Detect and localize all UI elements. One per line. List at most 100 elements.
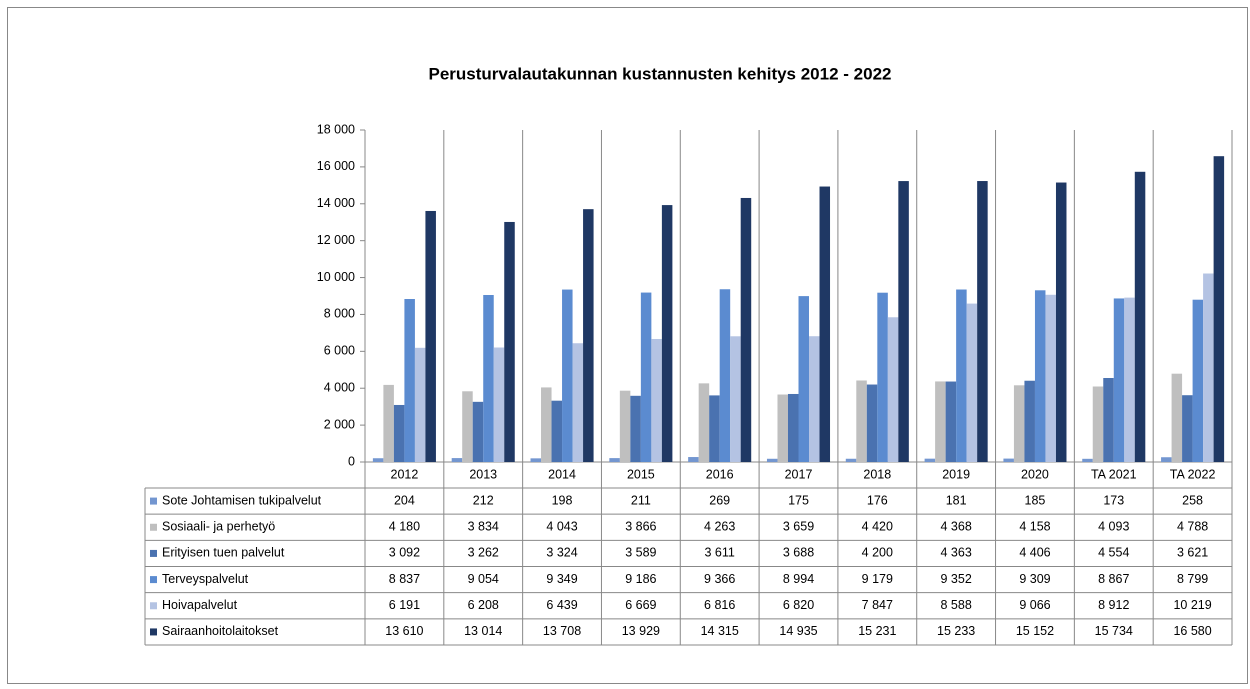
- legend-label: Sosiaali- ja perhetyö: [162, 520, 275, 534]
- bar: [572, 343, 584, 462]
- table-cell: 198: [552, 493, 573, 507]
- bar: [1161, 457, 1172, 462]
- table-cell: 15 231: [858, 624, 896, 638]
- bar: [483, 295, 494, 462]
- bar: [1113, 298, 1125, 462]
- table-cell: 13 610: [385, 624, 423, 638]
- bar: [462, 391, 473, 462]
- table-cell: 4 363: [940, 546, 971, 560]
- table-cell: 176: [867, 493, 888, 507]
- table-cell: 212: [473, 493, 494, 507]
- table-cell: 13 708: [543, 624, 581, 638]
- bar: [472, 401, 484, 462]
- x-tick-label: TA 2022: [1170, 467, 1216, 481]
- x-tick-label: 2014: [548, 467, 576, 481]
- legend-label: Sote Johtamisen tukipalvelut: [162, 493, 322, 507]
- table-cell: 8 867: [1098, 572, 1129, 586]
- x-tick-label: 2019: [942, 467, 970, 481]
- table-cell: 14 935: [779, 624, 817, 638]
- bar: [956, 289, 967, 462]
- table-cell: 13 014: [464, 624, 502, 638]
- legend-key: [150, 602, 157, 610]
- table-cell: 175: [788, 493, 809, 507]
- table-cell: 4 554: [1098, 546, 1129, 560]
- table-cell: 9 366: [704, 572, 735, 586]
- y-tick-label: 0: [348, 454, 355, 468]
- bar: [383, 384, 394, 462]
- bar: [1055, 182, 1067, 462]
- y-tick-label: 12 000: [317, 233, 355, 247]
- bar: [493, 347, 505, 462]
- bar: [1003, 458, 1014, 462]
- table-cell: 7 847: [862, 598, 893, 612]
- bar: [887, 317, 899, 462]
- bar: [719, 289, 731, 462]
- x-tick-label: 2015: [627, 467, 655, 481]
- y-tick-label: 16 000: [317, 159, 355, 173]
- legend-label: Erityisen tuen palvelut: [162, 546, 285, 560]
- bar: [1134, 171, 1146, 462]
- bar: [856, 380, 867, 462]
- bar: [1013, 385, 1025, 462]
- chart-title: Perusturvalautakunnan kustannusten kehit…: [429, 64, 892, 83]
- legend-key: [150, 576, 157, 584]
- table-cell: 14 315: [701, 624, 739, 638]
- table-cell: 8 799: [1177, 572, 1208, 586]
- table-cell: 4 368: [940, 520, 971, 534]
- table-cell: 4 788: [1177, 520, 1208, 534]
- x-tick-label: 2016: [706, 467, 734, 481]
- bar: [393, 404, 405, 462]
- table-cell: 3 866: [625, 520, 656, 534]
- legend-label: Hoivapalvelut: [162, 598, 238, 612]
- y-tick-label: 18 000: [317, 122, 355, 136]
- table-cell: 3 092: [389, 546, 420, 560]
- table-cell: 3 589: [625, 546, 656, 560]
- table-cell: 6 439: [546, 598, 577, 612]
- table-cell: 6 816: [704, 598, 735, 612]
- bar: [504, 221, 515, 462]
- table-cell: 4 180: [389, 520, 420, 534]
- table-cell: 181: [946, 493, 967, 507]
- legend-label: Sairaanhoitolaitokset: [162, 624, 279, 638]
- x-tick-label: 2013: [469, 467, 497, 481]
- table-cell: 6 208: [468, 598, 499, 612]
- bar: [451, 458, 463, 462]
- bar: [425, 210, 436, 462]
- bar: [1213, 156, 1225, 463]
- bar: [1034, 290, 1046, 462]
- table-cell: 173: [1103, 493, 1124, 507]
- table-cell: 3 262: [468, 546, 499, 560]
- bar: [630, 395, 641, 462]
- table-cell: 6 669: [625, 598, 656, 612]
- bar: [709, 395, 720, 462]
- x-tick-label: TA 2021: [1091, 467, 1137, 481]
- table-cell: 9 179: [862, 572, 893, 586]
- bar: [798, 296, 810, 462]
- bar: [372, 458, 384, 462]
- x-tick-label: 2017: [785, 467, 813, 481]
- table-cell: 4 093: [1098, 520, 1129, 534]
- table-cell: 4 406: [1019, 546, 1050, 560]
- legend-key: [150, 549, 157, 557]
- table-cell: 10 219: [1173, 598, 1211, 612]
- y-tick-label: 6 000: [324, 344, 355, 358]
- bar: [1103, 378, 1114, 462]
- bar: [551, 400, 563, 462]
- bar: [583, 209, 594, 462]
- y-tick-label: 14 000: [317, 196, 355, 210]
- bar: [1203, 273, 1214, 462]
- legend-label: Terveyspalvelut: [162, 572, 249, 586]
- bar: [809, 336, 820, 462]
- table-cell: 6 820: [783, 598, 814, 612]
- table-cell: 3 834: [468, 520, 499, 534]
- bar: [1182, 395, 1193, 462]
- bar: [845, 458, 857, 462]
- table-cell: 9 309: [1019, 572, 1050, 586]
- table-cell: 8 588: [940, 598, 971, 612]
- bar: [609, 458, 620, 462]
- table-cell: 13 929: [622, 624, 660, 638]
- x-tick-label: 2018: [863, 467, 891, 481]
- bar: [619, 390, 631, 462]
- table-cell: 269: [709, 493, 730, 507]
